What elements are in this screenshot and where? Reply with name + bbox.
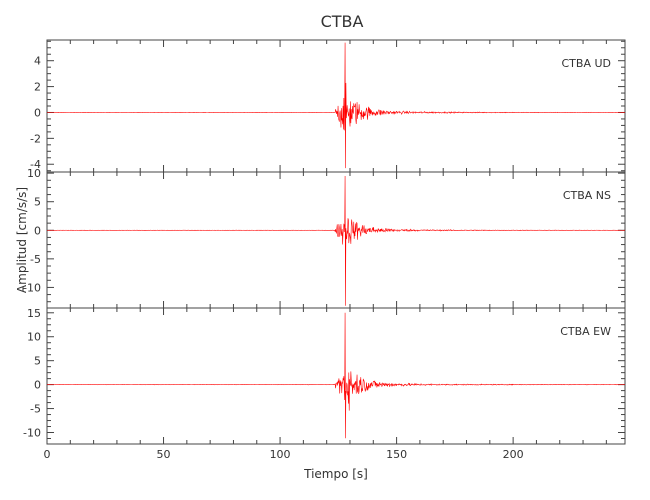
y-tick-label: 10 [27,331,41,344]
x-axis-label: Tiempo [s] [303,467,368,481]
y-tick-label: -10 [23,427,41,440]
x-tick-label: 150 [386,448,407,461]
panel-ns-ticks: -10 -5 0 5 10 [23,167,625,308]
y-tick-label: -5 [30,253,41,266]
chart-title: CTBA [321,12,364,31]
panel-ew-trace [46,312,626,439]
panel-ns-trace [46,175,626,306]
y-tick-label: 15 [27,307,41,320]
y-tick-label: 4 [34,55,41,68]
y-tick-label: 0 [34,106,41,119]
panel-ud: -4 -2 0 2 4 CTBA UD [30,39,626,173]
y-axis-label: Amplitud [cm/s/s] [15,187,29,293]
y-tick-label: -4 [30,158,41,171]
panel-ud-ticks: -4 -2 0 2 4 [30,40,625,172]
panel-ew-frame [46,307,626,445]
y-tick-label: 5 [34,355,41,368]
x-tick-label: 200 [503,448,524,461]
x-tick-label: 50 [157,448,171,461]
x-axis-ticks: 0 50 100 150 200 [44,448,524,461]
y-tick-label: 10 [27,167,41,180]
panel-ud-label: CTBA UD [562,57,612,70]
y-tick-label: 2 [34,81,41,94]
y-tick-label: 0 [34,224,41,237]
panel-ud-frame [46,39,626,173]
y-tick-label: 0 [34,379,41,392]
panel-ns-label: CTBA NS [563,189,611,202]
panel-ew-ticks: -10 -5 0 5 10 15 [23,307,625,444]
panel-ew-label: CTBA EW [560,325,611,338]
y-tick-label: -2 [30,132,41,145]
y-tick-label: -10 [23,281,41,294]
panel-ud-trace [46,42,626,169]
y-tick-label: -5 [30,403,41,416]
panel-ns-frame [46,171,626,309]
panel-ew: -10 -5 0 5 10 15 CTBA EW [23,307,626,445]
x-tick-label: 100 [270,448,291,461]
panel-ns: -10 -5 0 5 10 CTBA NS [23,167,626,309]
y-tick-label: 5 [34,196,41,209]
x-tick-label: 0 [44,448,51,461]
